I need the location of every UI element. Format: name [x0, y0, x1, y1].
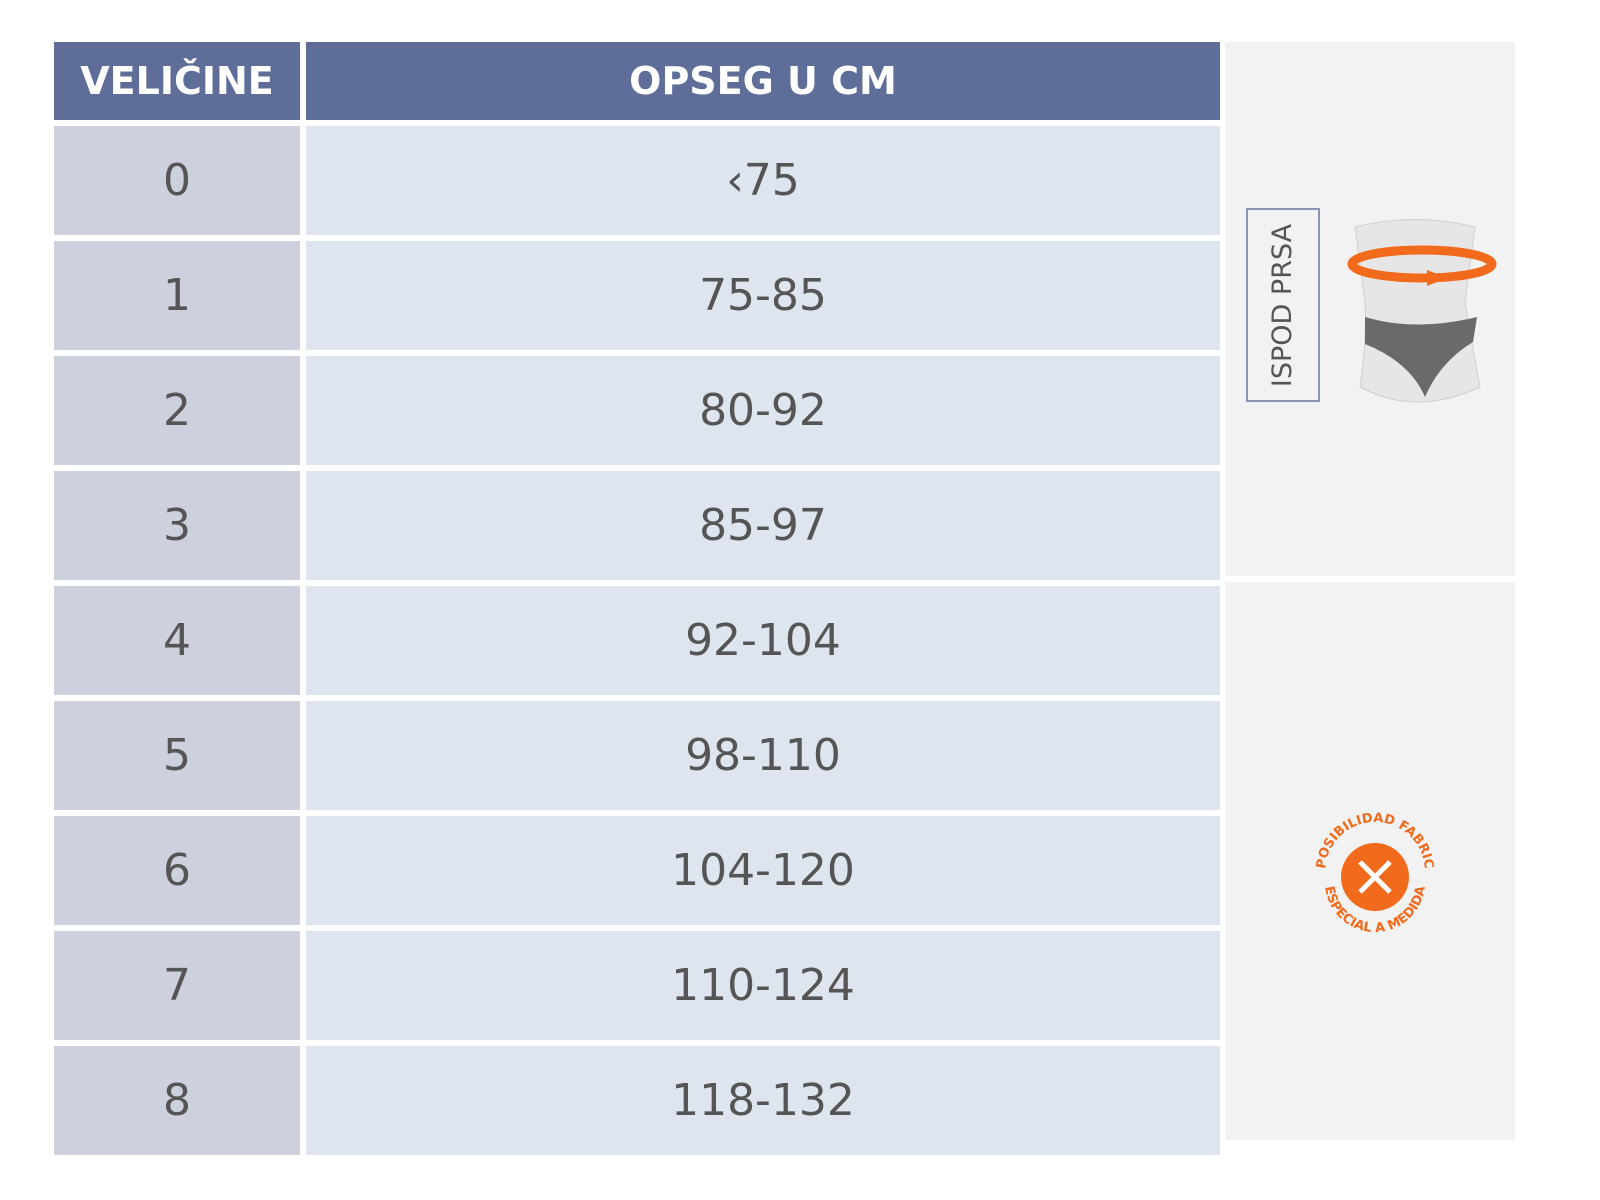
- range-cell: ‹75: [306, 126, 1220, 235]
- range-cell: 118-132: [306, 1046, 1220, 1155]
- range-cell: 75-85: [306, 241, 1220, 350]
- range-cell: 98-110: [306, 701, 1220, 810]
- size-cell: 5: [54, 701, 300, 810]
- range-cell: 92-104: [306, 586, 1220, 695]
- range-cell: 104-120: [306, 816, 1220, 925]
- range-cell: 85-97: [306, 471, 1220, 580]
- size-cell: 7: [54, 931, 300, 1040]
- badge: POSIBILIDAD FABRIC ESPECIAL A MEDIDA: [1314, 811, 1436, 936]
- range-cell: 80-92: [306, 356, 1220, 465]
- size-cell: 0: [54, 126, 300, 235]
- measure-panel: ISPOD PRSA: [1225, 42, 1515, 576]
- size-cell: 3: [54, 471, 300, 580]
- size-cell: 4: [54, 586, 300, 695]
- header-cell: VELIČINE: [54, 42, 300, 120]
- header-cell: OPSEG U CM: [306, 42, 1220, 120]
- brief: [1365, 317, 1477, 397]
- size-cell: 2: [54, 356, 300, 465]
- size-cell: 6: [54, 816, 300, 925]
- badge-panel: POSIBILIDAD FABRIC ESPECIAL A MEDIDA: [1225, 582, 1515, 1140]
- measure-box: ISPOD PRSA: [1246, 208, 1320, 402]
- measure-ring: [1347, 245, 1497, 283]
- range-cell: 110-124: [306, 931, 1220, 1040]
- size-cell: 1: [54, 241, 300, 350]
- torso-figure: [1347, 219, 1497, 403]
- size-cell: 8: [54, 1046, 300, 1155]
- arrow: [1427, 270, 1447, 286]
- scissors: [1358, 860, 1392, 894]
